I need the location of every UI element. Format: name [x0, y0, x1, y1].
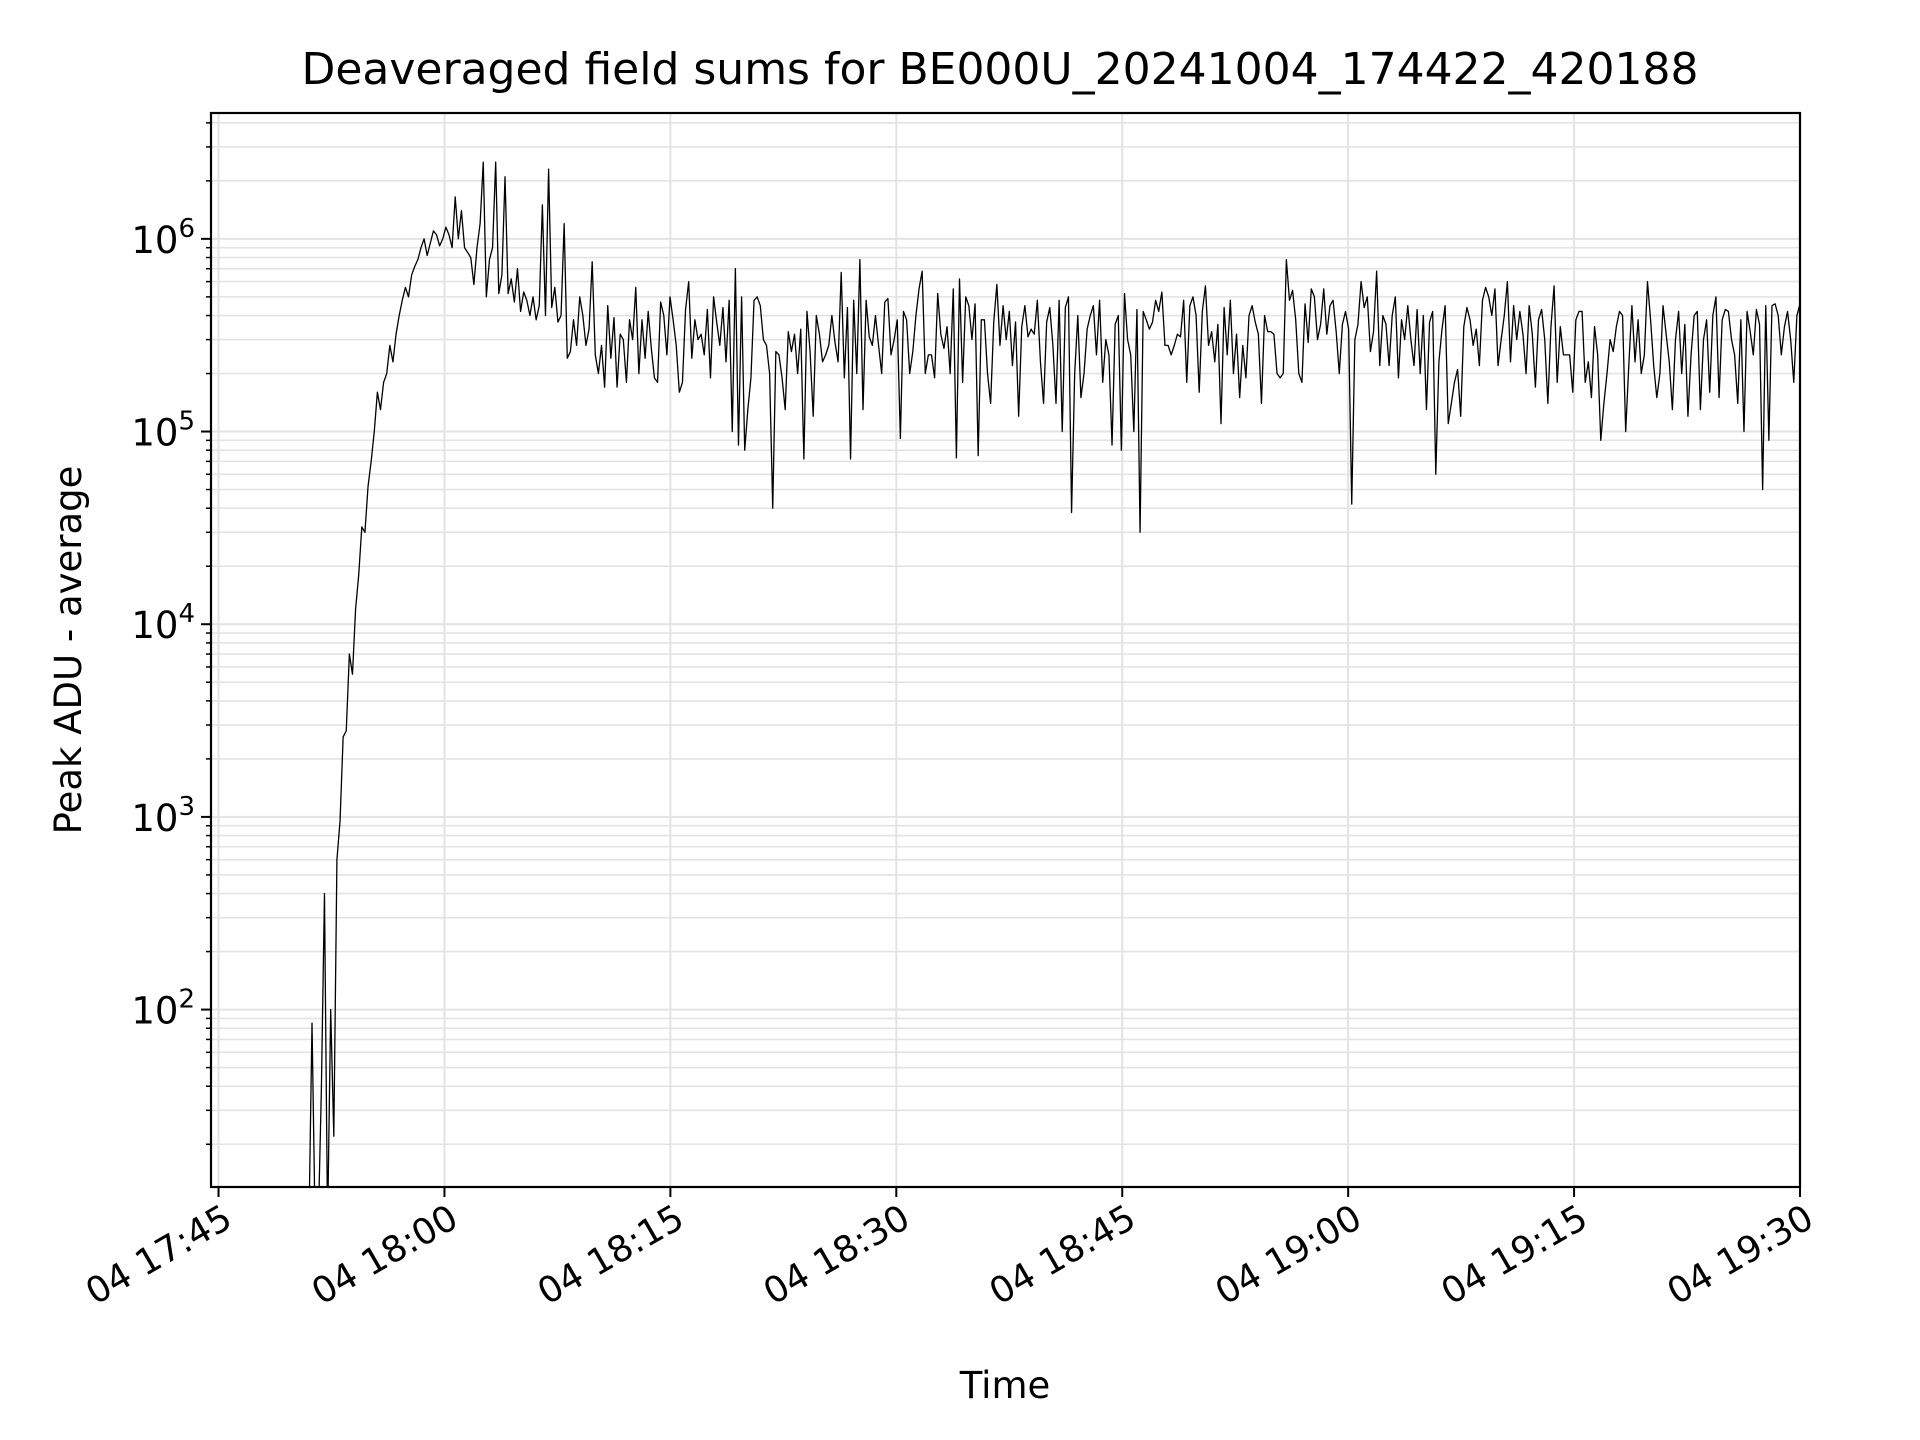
x-axis-label: Time	[959, 1364, 1051, 1407]
y-tick-label: 105	[131, 407, 195, 455]
data-line	[308, 161, 1800, 1187]
grid	[211, 113, 1801, 1187]
y-axis-label: Peak ADU - average	[47, 466, 90, 835]
y-tick-label: 104	[131, 599, 195, 647]
y-axis: 102 103 104 105 106	[131, 122, 211, 1146]
y-tick-label: 106	[131, 214, 195, 262]
plot-frame	[209, 111, 1802, 1189]
y-tick-label: 102	[131, 985, 195, 1033]
chart-title: Deaveraged field sums for BE000U_2024100…	[301, 44, 1698, 95]
y-tick-label: 103	[131, 792, 195, 840]
series-line	[308, 161, 1800, 1187]
